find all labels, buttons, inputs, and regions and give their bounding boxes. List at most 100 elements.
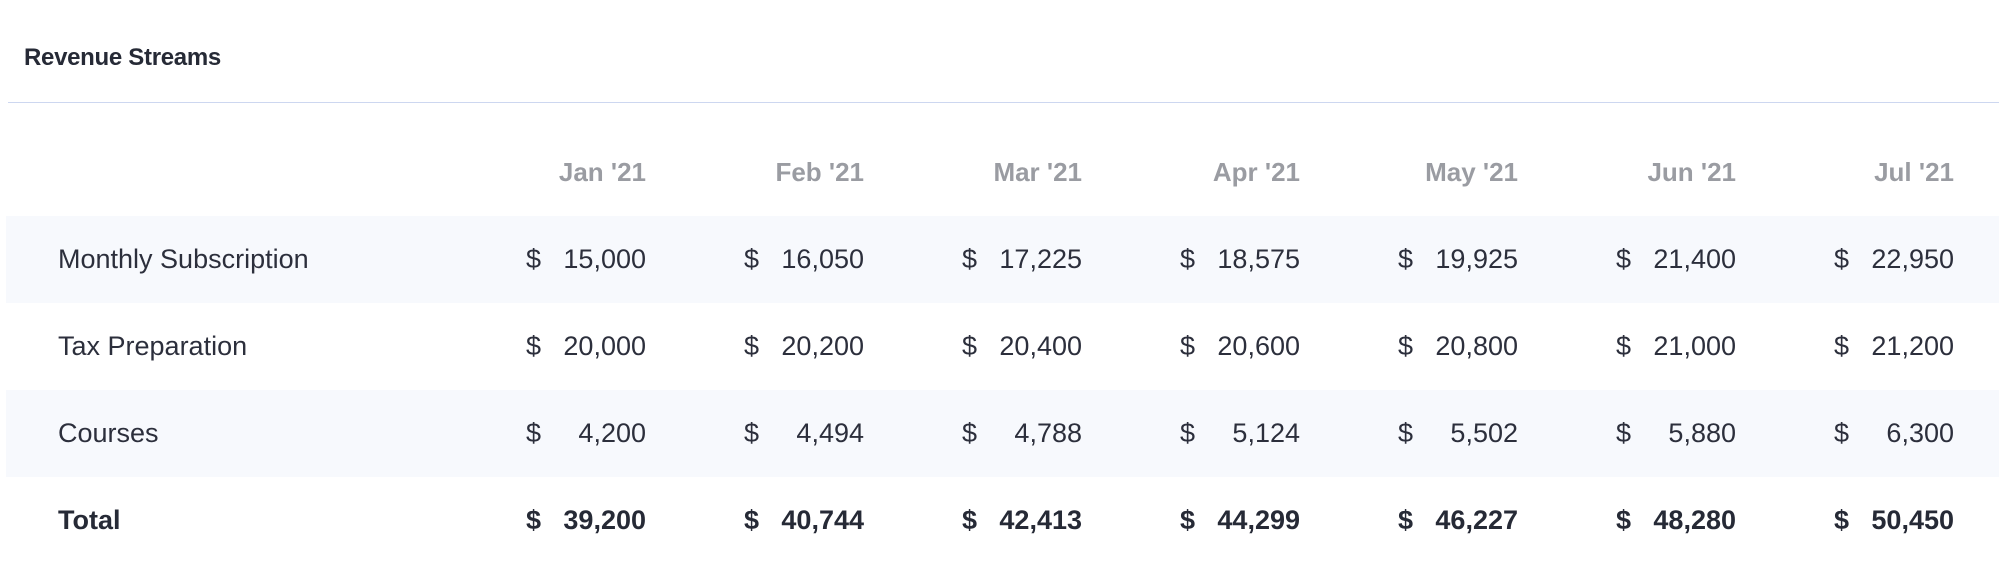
- currency-symbol: $: [1834, 505, 1850, 535]
- value-cell: $20,400: [882, 303, 1082, 390]
- total-cell: $44,299: [1100, 477, 1300, 564]
- value-cell: $15,000: [446, 216, 646, 303]
- currency-symbol: $: [1834, 418, 1850, 448]
- value-cell: $4,200: [446, 390, 646, 477]
- currency-symbol: $: [1398, 418, 1414, 448]
- table-total-row: Total $39,200 $40,744 $42,413 $44,299 $4…: [6, 477, 1999, 564]
- cell-value: 50,450: [1871, 505, 1954, 535]
- cell-value: 19,925: [1435, 244, 1518, 274]
- cell-value: 17,225: [999, 244, 1082, 274]
- cell-value: 16,050: [781, 244, 864, 274]
- value-cell: $4,788: [882, 390, 1082, 477]
- currency-symbol: $: [526, 505, 542, 535]
- column-header: Mar '21: [993, 157, 1082, 187]
- cell-value: 40,744: [781, 505, 864, 535]
- revenue-table: Jan '21 Feb '21 Mar '21 Apr '21 May '21 …: [6, 128, 1999, 564]
- currency-symbol: $: [744, 244, 760, 274]
- value-cell: $21,400: [1536, 216, 1736, 303]
- table-row: Monthly Subscription $15,000 $16,050 $17…: [6, 216, 1999, 303]
- total-cell: $48,280: [1536, 477, 1736, 564]
- value-cell: $16,050: [664, 216, 864, 303]
- currency-symbol: $: [1398, 331, 1414, 361]
- currency-symbol: $: [526, 244, 542, 274]
- currency-symbol: $: [962, 244, 978, 274]
- value-cell: $21,000: [1536, 303, 1736, 390]
- cell-value: 18,575: [1217, 244, 1300, 274]
- currency-symbol: $: [744, 331, 760, 361]
- total-cell: $40,744: [664, 477, 864, 564]
- row-label: Courses: [58, 418, 159, 448]
- row-label: Tax Preparation: [58, 331, 248, 361]
- currency-symbol: $: [526, 418, 542, 448]
- column-header: Jun '21: [1647, 157, 1736, 187]
- row-label: Monthly Subscription: [58, 244, 309, 274]
- value-cell: $20,600: [1100, 303, 1300, 390]
- total-cell: $42,413: [882, 477, 1082, 564]
- currency-symbol: $: [962, 331, 978, 361]
- table-header-row: Jan '21 Feb '21 Mar '21 Apr '21 May '21 …: [6, 128, 1999, 216]
- cell-value: 46,227: [1435, 505, 1518, 535]
- value-cell: $17,225: [882, 216, 1082, 303]
- cell-value: 21,400: [1653, 244, 1736, 274]
- row-label: Total: [58, 505, 121, 535]
- cell-value: 20,400: [999, 331, 1082, 361]
- cell-value: 4,494: [796, 418, 864, 448]
- cell-value: 39,200: [563, 505, 646, 535]
- currency-symbol: $: [1834, 244, 1850, 274]
- currency-symbol: $: [1616, 244, 1632, 274]
- value-cell: $18,575: [1100, 216, 1300, 303]
- cell-value: 48,280: [1653, 505, 1736, 535]
- cell-value: 20,600: [1217, 331, 1300, 361]
- value-cell: $21,200: [1754, 303, 1954, 390]
- currency-symbol: $: [1180, 505, 1196, 535]
- cell-value: 4,788: [1014, 418, 1082, 448]
- cell-value: 44,299: [1217, 505, 1300, 535]
- currency-symbol: $: [1616, 505, 1632, 535]
- cell-value: 20,000: [563, 331, 646, 361]
- total-cell: $46,227: [1318, 477, 1518, 564]
- value-cell: $5,502: [1318, 390, 1518, 477]
- cell-value: 21,000: [1653, 331, 1736, 361]
- value-cell: $19,925: [1318, 216, 1518, 303]
- cell-value: 5,124: [1232, 418, 1300, 448]
- cell-value: 4,200: [578, 418, 646, 448]
- value-cell: $20,000: [446, 303, 646, 390]
- column-header: Feb '21: [775, 157, 864, 187]
- cell-value: 15,000: [563, 244, 646, 274]
- value-cell: $5,880: [1536, 390, 1736, 477]
- currency-symbol: $: [1180, 331, 1196, 361]
- cell-value: 20,200: [781, 331, 864, 361]
- cell-value: 20,800: [1435, 331, 1518, 361]
- currency-symbol: $: [1616, 331, 1632, 361]
- currency-symbol: $: [1616, 418, 1632, 448]
- value-cell: $20,200: [664, 303, 864, 390]
- currency-symbol: $: [1834, 331, 1850, 361]
- value-cell: $5,124: [1100, 390, 1300, 477]
- value-cell: $22,950: [1754, 216, 1954, 303]
- currency-symbol: $: [1398, 505, 1414, 535]
- cell-value: 42,413: [999, 505, 1082, 535]
- value-cell: $6,300: [1754, 390, 1954, 477]
- value-cell: $4,494: [664, 390, 864, 477]
- column-header: May '21: [1425, 157, 1518, 187]
- column-header: Jan '21: [558, 157, 646, 187]
- currency-symbol: $: [744, 418, 760, 448]
- currency-symbol: $: [744, 505, 760, 535]
- currency-symbol: $: [962, 418, 978, 448]
- currency-symbol: $: [1180, 418, 1196, 448]
- currency-symbol: $: [962, 505, 978, 535]
- panel-header: Revenue Streams: [8, 0, 1999, 103]
- cell-value: 21,200: [1871, 331, 1954, 361]
- currency-symbol: $: [526, 331, 542, 361]
- table-row: Tax Preparation $20,000 $20,200 $20,400 …: [6, 303, 1999, 390]
- column-header: Jul '21: [1874, 157, 1954, 187]
- panel-title: Revenue Streams: [24, 44, 221, 71]
- value-cell: $20,800: [1318, 303, 1518, 390]
- cell-value: 6,300: [1886, 418, 1954, 448]
- cell-value: 22,950: [1871, 244, 1954, 274]
- cell-value: 5,880: [1668, 418, 1736, 448]
- table-row: Courses $4,200 $4,494 $4,788 $5,124 $5,5…: [6, 390, 1999, 477]
- currency-symbol: $: [1180, 244, 1196, 274]
- column-header: Apr '21: [1212, 157, 1300, 187]
